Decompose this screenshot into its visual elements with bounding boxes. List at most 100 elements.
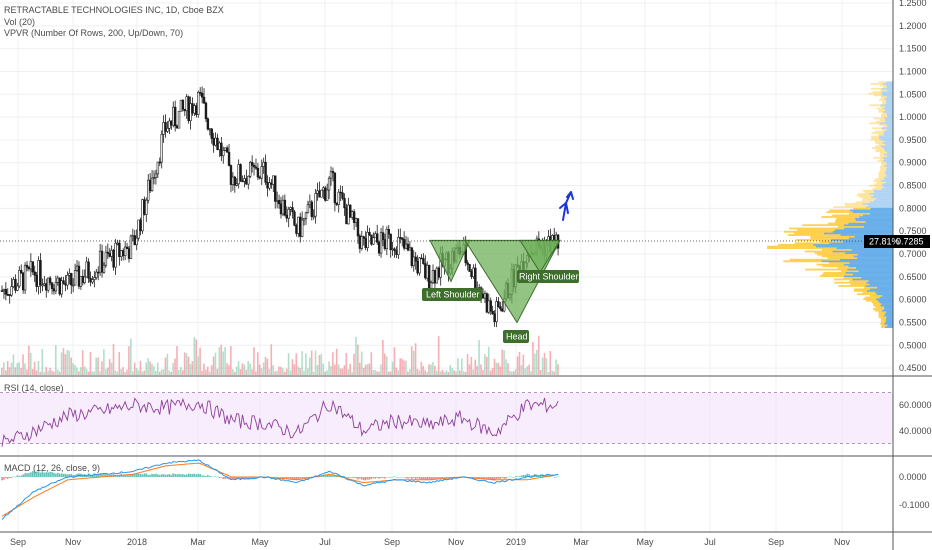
- vpvr-down-row: [814, 252, 846, 255]
- candle-body: [501, 308, 504, 312]
- candle-body: [287, 208, 290, 219]
- vpvr-up-row: [848, 265, 893, 268]
- macd-histogram-bar: [380, 477, 382, 479]
- macd-histogram-bar: [484, 477, 486, 479]
- vpvr-down-row: [881, 115, 888, 118]
- candle-body: [497, 301, 500, 308]
- candle-body: [345, 207, 348, 225]
- candle-body: [300, 219, 304, 237]
- macd-histogram-bar: [539, 474, 542, 477]
- candle-body: [281, 199, 285, 215]
- candle-body: [83, 276, 86, 284]
- vpvr-up-row: [886, 174, 893, 177]
- macd-histogram-bar: [41, 471, 44, 477]
- macd-histogram-bar: [389, 477, 392, 478]
- vpvr-up-row: [887, 96, 893, 98]
- vpvr-down-row: [879, 119, 886, 121]
- macd-histogram-bar: [185, 474, 188, 477]
- vpvr-down-row: [862, 197, 877, 200]
- volume-bar: [247, 360, 249, 375]
- x-tick-label: Sep: [384, 537, 400, 547]
- volume-bar: [322, 363, 325, 375]
- vpvr-down-row: [854, 288, 870, 291]
- vpvr-down-row: [878, 171, 885, 174]
- volume-bar: [253, 347, 255, 375]
- macd-histogram-bar: [295, 477, 298, 480]
- macd-histogram-bar: [162, 474, 165, 477]
- x-tick-label: May: [636, 537, 654, 547]
- candles: [0, 86, 560, 328]
- y-tick-label: 1.2500: [899, 0, 927, 8]
- vpvr-up-row: [880, 138, 893, 141]
- candle-body: [85, 261, 88, 278]
- candle-body: [245, 178, 248, 185]
- macd-histogram-bar: [151, 473, 153, 477]
- volume-bar: [543, 352, 546, 375]
- candle-body: [250, 162, 254, 166]
- macd-histogram-bar: [324, 474, 327, 477]
- macd-histogram-bar: [326, 474, 328, 477]
- macd-histogram-bar: [378, 477, 380, 479]
- vpvr-down-row: [849, 212, 870, 215]
- vpvr-down-row: [795, 239, 831, 241]
- macd-histogram-bar: [68, 474, 71, 477]
- y-tick-label: 0.6500: [899, 272, 927, 282]
- volume-bar: [118, 351, 121, 375]
- macd-histogram-bar: [62, 473, 65, 477]
- vpvr-up-row: [858, 270, 893, 273]
- volume-bar: [295, 353, 298, 375]
- vpvr-down-row: [874, 309, 882, 312]
- vpvr-up-row: [882, 82, 893, 85]
- candle-body: [385, 229, 389, 250]
- macd-histogram-bar: [299, 477, 302, 479]
- candle-body: [416, 260, 419, 274]
- vpvr-down-row: [872, 308, 884, 310]
- volume-bar: [335, 348, 338, 375]
- candle-body: [208, 128, 212, 131]
- candle-body: [358, 235, 362, 249]
- candle-body: [433, 270, 437, 284]
- candle-body: [393, 248, 396, 251]
- candle-body: [481, 293, 485, 299]
- macd-histogram-bar: [189, 474, 192, 477]
- vpvr-down-row: [832, 214, 863, 217]
- candle-body: [243, 178, 246, 182]
- vpvr-up-row: [868, 280, 893, 282]
- volume-bar: [133, 362, 136, 375]
- vpvr-up-row: [865, 285, 893, 287]
- rsi-pane: 60.0000 40.0000: [0, 392, 932, 447]
- price-axis: 1.2500 1.2000 1.1500 1.1000 1.0500 1.0000 0.95…: [899, 0, 927, 373]
- macd-histogram-bar: [239, 477, 242, 480]
- vpvr-down-row: [874, 186, 884, 189]
- volume-bar: [93, 371, 96, 375]
- vpvr-up-row: [829, 242, 893, 245]
- volume-bar: [339, 368, 342, 375]
- macd-histogram-bar: [214, 476, 217, 477]
- vpvr-down-row: [819, 275, 844, 278]
- vpvr-down-row: [767, 247, 837, 250]
- macd-histogram-bar: [205, 475, 207, 477]
- volume-bar: [108, 359, 111, 375]
- vpvr-up-row: [884, 314, 893, 317]
- candle-body: [499, 306, 502, 310]
- macd-histogram-bar: [51, 472, 53, 477]
- macd-histogram-bar: [501, 477, 504, 478]
- vpvr-down-row: [875, 306, 885, 309]
- volume-bar: [266, 358, 269, 375]
- vpvr-up-row: [885, 109, 893, 112]
- volume-bar: [164, 357, 167, 375]
- volume-bar: [416, 368, 419, 375]
- vpvr-down-row: [821, 248, 852, 251]
- volume-bar: [491, 368, 494, 375]
- vpvr-up-row: [830, 239, 893, 241]
- macd-histogram-bar: [1, 477, 3, 481]
- volume-bar: [139, 360, 142, 375]
- candle-body: [68, 273, 71, 276]
- volume-bar: [307, 368, 309, 375]
- candle-body: [27, 267, 31, 270]
- volume-bar: [112, 344, 115, 375]
- svg-text:Head: Head: [506, 332, 528, 342]
- macd-histogram-bar: [172, 473, 175, 477]
- candle-body: [291, 207, 294, 213]
- candle-body: [422, 258, 425, 264]
